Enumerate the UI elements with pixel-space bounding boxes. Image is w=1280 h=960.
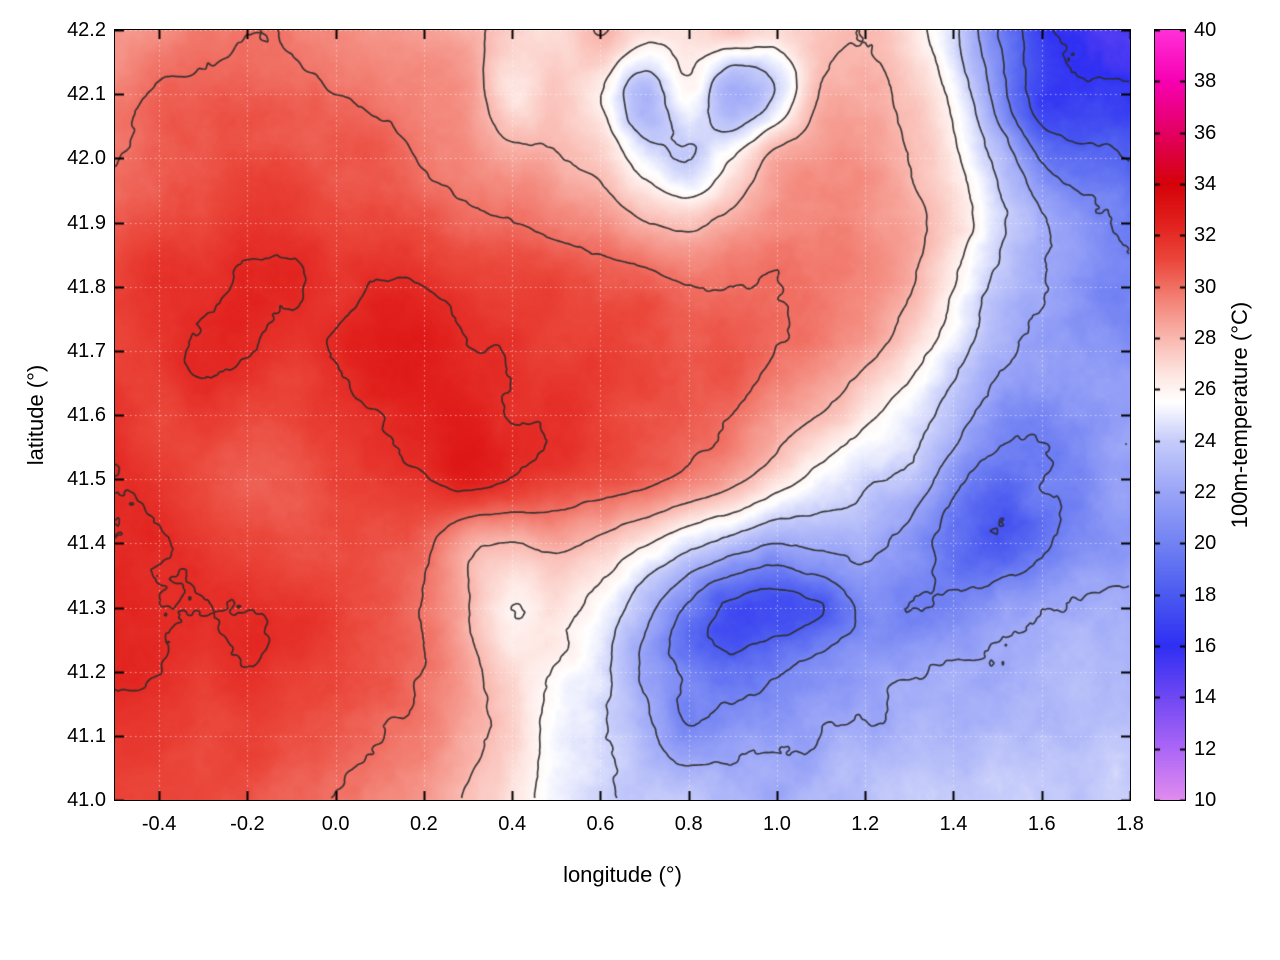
colorbar-tick-label: 34 <box>1194 173 1217 195</box>
colorbar-tick-label: 32 <box>1194 224 1217 247</box>
x-tick-label: -0.4 <box>141 813 177 835</box>
colorbar-tick-label: 12 <box>1194 737 1217 760</box>
x-tick-label: 0.8 <box>674 813 703 835</box>
x-tick-label: 0.6 <box>586 813 615 835</box>
colorbar-tick-label: 30 <box>1194 275 1217 298</box>
x-tick-label: 0.2 <box>410 813 438 835</box>
colorbar-tick-label: 10 <box>1194 789 1217 811</box>
colorbar-tick-label: 40 <box>1194 19 1217 41</box>
y-tick-label: 41.4 <box>67 532 106 555</box>
colorbar-canvas <box>1155 30 1185 800</box>
y-tick-label: 41.6 <box>67 404 106 426</box>
colorbar-tick-label: 28 <box>1194 327 1217 349</box>
x-tick-label: 0.0 <box>321 813 350 835</box>
y-tick-label: 41.8 <box>67 275 106 298</box>
colorbar-tick-label: 24 <box>1194 429 1217 452</box>
colorbar-label: 100m-temperature (°C) <box>1227 301 1252 529</box>
y-tick-label: 41.3 <box>67 596 106 619</box>
colorbar-tick-label: 16 <box>1194 635 1217 657</box>
y-axis-label: latitude (°) <box>23 364 48 466</box>
heatmap-canvas <box>115 30 1130 800</box>
colorbar-tick-label: 36 <box>1194 121 1217 144</box>
x-tick-label: 1.6 <box>1027 813 1056 835</box>
y-tick-label: 42.2 <box>67 19 106 41</box>
x-tick-label: 1.8 <box>1116 813 1144 835</box>
y-tick-label: 41.1 <box>67 724 106 747</box>
colorbar-tick-label: 38 <box>1194 70 1217 93</box>
x-tick-label: -0.2 <box>230 813 265 835</box>
y-tick-label: 42.1 <box>67 83 106 106</box>
y-tick-label: 42.0 <box>67 147 106 170</box>
x-tick-label: 1.0 <box>763 813 791 835</box>
y-tick-label: 41.0 <box>67 789 106 811</box>
y-tick-label: 41.9 <box>67 211 106 234</box>
colorbar-tick-label: 18 <box>1194 583 1217 606</box>
y-tick-label: 41.5 <box>67 468 106 491</box>
x-axis-label: longitude (°) <box>563 862 682 887</box>
x-tick-label: 1.4 <box>939 813 968 835</box>
x-tick-label: 0.4 <box>498 813 527 835</box>
y-tick-label: 41.2 <box>67 660 106 683</box>
x-tick-label: 1.2 <box>851 813 880 835</box>
colorbar-tick-label: 20 <box>1194 532 1217 555</box>
colorbar-tick-label: 14 <box>1194 686 1217 709</box>
y-tick-label: 41.7 <box>67 339 106 362</box>
colorbar-tick-label: 22 <box>1194 481 1217 503</box>
colorbar-tick-label: 26 <box>1194 378 1217 401</box>
